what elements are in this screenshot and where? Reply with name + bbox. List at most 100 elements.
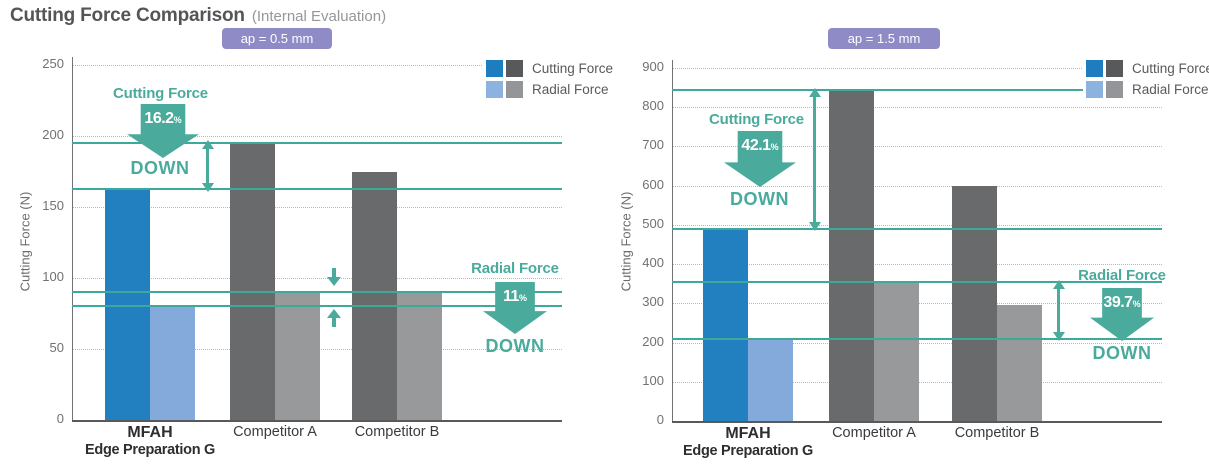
y-tick-label-500: 500 [642, 215, 664, 231]
gridline-900 [672, 68, 1162, 69]
legend-row-radial-force: Radial Force [1086, 81, 1209, 98]
gridline-600 [672, 185, 1162, 187]
gridline-150 [72, 207, 562, 208]
x-category-label-competitor-a: Competitor A [779, 425, 969, 441]
y-axis-line [672, 60, 673, 421]
figure-header: Cutting Force Comparison (Internal Evalu… [10, 5, 386, 27]
reference-line-210 [672, 337, 1162, 340]
annotation-cutting-down-text-right: DOWN [730, 189, 789, 209]
y-tick-label-250: 250 [42, 56, 64, 71]
legend-left: Cutting Force Radial Force [483, 58, 617, 104]
x-category-label-mfah: MFAH Edge Preparation G [55, 424, 245, 458]
x-category-sub: Edge Preparation G [683, 443, 813, 459]
y-tick-label-600: 600 [642, 176, 664, 192]
legend-swatch-radial-gray [506, 81, 523, 98]
legend-label-cutting-force: Cutting Force [532, 61, 614, 76]
x-category-label-competitor-b: Competitor B [302, 424, 492, 440]
bar-cutting-force-competitor-a [829, 89, 874, 421]
legend-row-cutting-force: Cutting Force [1086, 60, 1209, 77]
x-category-label-mfah: MFAH Edge Preparation G [653, 425, 843, 459]
x-category-main: MFAH [127, 424, 173, 441]
legend-swatch-cutting-gray [1106, 60, 1123, 77]
reference-line-163 [72, 187, 562, 190]
y-tick-label-0: 0 [656, 412, 664, 427]
legend-label-radial-force: Radial Force [1132, 82, 1209, 97]
legend-row-radial-force: Radial Force [486, 81, 613, 98]
arrow-up-tip-icon [1052, 280, 1065, 289]
reference-line-90 [72, 291, 562, 294]
arrow-shaft [332, 268, 336, 277]
radial-delta-down-arrow-icon-left [327, 268, 341, 286]
legend-swatch-cutting-blue [1086, 60, 1103, 77]
y-tick-label-0: 0 [56, 411, 64, 426]
y-tick-label-200: 200 [642, 333, 664, 349]
y-tick-label-900: 900 [642, 59, 664, 74]
arrow-down-tip-icon [1052, 332, 1065, 341]
x-category-sub: Edge Preparation G [85, 442, 215, 458]
gridline-200 [72, 136, 562, 137]
gridline-400 [672, 264, 1162, 266]
x-category-label-competitor-a: Competitor A [180, 424, 370, 440]
legend-swatch-radial-blue [486, 81, 503, 98]
annotation-radial-down-text-right: DOWN [1092, 343, 1152, 363]
x-category-main: Competitor A [233, 424, 317, 440]
annotation-radial-down-text-left: DOWN [485, 336, 545, 356]
x-category-label-competitor-b: Competitor B [902, 425, 1092, 441]
arrow-shaft [206, 149, 209, 183]
figure-subtitle: (Internal Evaluation) [251, 8, 387, 25]
bar-radial-force-mfah [748, 338, 793, 421]
gridline-500 [672, 224, 1162, 226]
y-tick-label-50: 50 [49, 340, 64, 355]
legend-swatch-cutting-gray [506, 60, 523, 77]
gridline-700 [672, 146, 1162, 148]
gridline-250 [72, 65, 562, 66]
x-category-main: Competitor A [832, 425, 916, 441]
x-category-main: Competitor B [954, 425, 1040, 441]
bar-radial-force-competitor-b [997, 305, 1042, 421]
arrow-up-tip-icon [327, 309, 341, 318]
bar-cutting-force-competitor-b [352, 171, 397, 420]
gridline-800 [672, 107, 1162, 109]
arrow-shaft [332, 318, 336, 327]
legend-row-cutting-force: Cutting Force [486, 60, 613, 77]
legend-right: Cutting Force Radial Force [1083, 58, 1209, 104]
radial-delta-up-arrow-icon-left [327, 309, 341, 327]
bar-radial-force-mfah [150, 306, 195, 420]
cutting-force-percent-right: 42.1% [741, 137, 779, 154]
annotation-radial-force-label-right: Radial Force [1078, 267, 1166, 284]
y-tick-label-100: 100 [642, 372, 664, 388]
gridline-100 [72, 278, 562, 279]
arrow-up-tip-icon [201, 140, 214, 149]
reference-line-490 [672, 227, 1162, 230]
y-tick-label-200: 200 [42, 127, 64, 142]
bar-radial-force-competitor-a [874, 281, 919, 421]
cutting-force-delta-arrow-icon-right [808, 88, 821, 231]
condition-badge-ap-0.5mm: ap = 0.5 mm [222, 28, 332, 49]
annotation-radial-force-label-left: Radial Force [471, 260, 559, 277]
arrow-shaft [1057, 289, 1060, 332]
y-tick-label-100: 100 [42, 269, 64, 284]
x-axis-line [672, 421, 1162, 423]
y-axis-line [72, 57, 73, 420]
legend-swatch-radial-gray [1106, 81, 1123, 98]
legend-swatch-cutting-blue [486, 60, 503, 77]
x-category-main: Competitor B [354, 424, 440, 440]
condition-badge-ap-1.5mm: ap = 1.5 mm [828, 28, 940, 49]
legend-label-cutting-force: Cutting Force [1132, 61, 1209, 76]
arrow-down-tip-icon [808, 222, 821, 231]
y-tick-label-700: 700 [642, 137, 664, 153]
bar-cutting-force-competitor-b [952, 185, 997, 421]
arrow-down-tip-icon [201, 183, 214, 192]
y-tick-label-800: 800 [642, 98, 664, 114]
y-tick-label-150: 150 [42, 198, 64, 213]
bar-radial-force-competitor-a [275, 292, 320, 420]
bar-radial-force-competitor-b [397, 292, 442, 420]
reference-line-845 [672, 88, 1162, 91]
figure-title: Cutting Force Comparison [10, 5, 245, 26]
y-axis-title-left: Cutting Force (N) [17, 191, 33, 292]
annotation-cutting-force-label-left: Cutting Force [113, 85, 208, 102]
legend-swatch-radial-blue [1086, 81, 1103, 98]
